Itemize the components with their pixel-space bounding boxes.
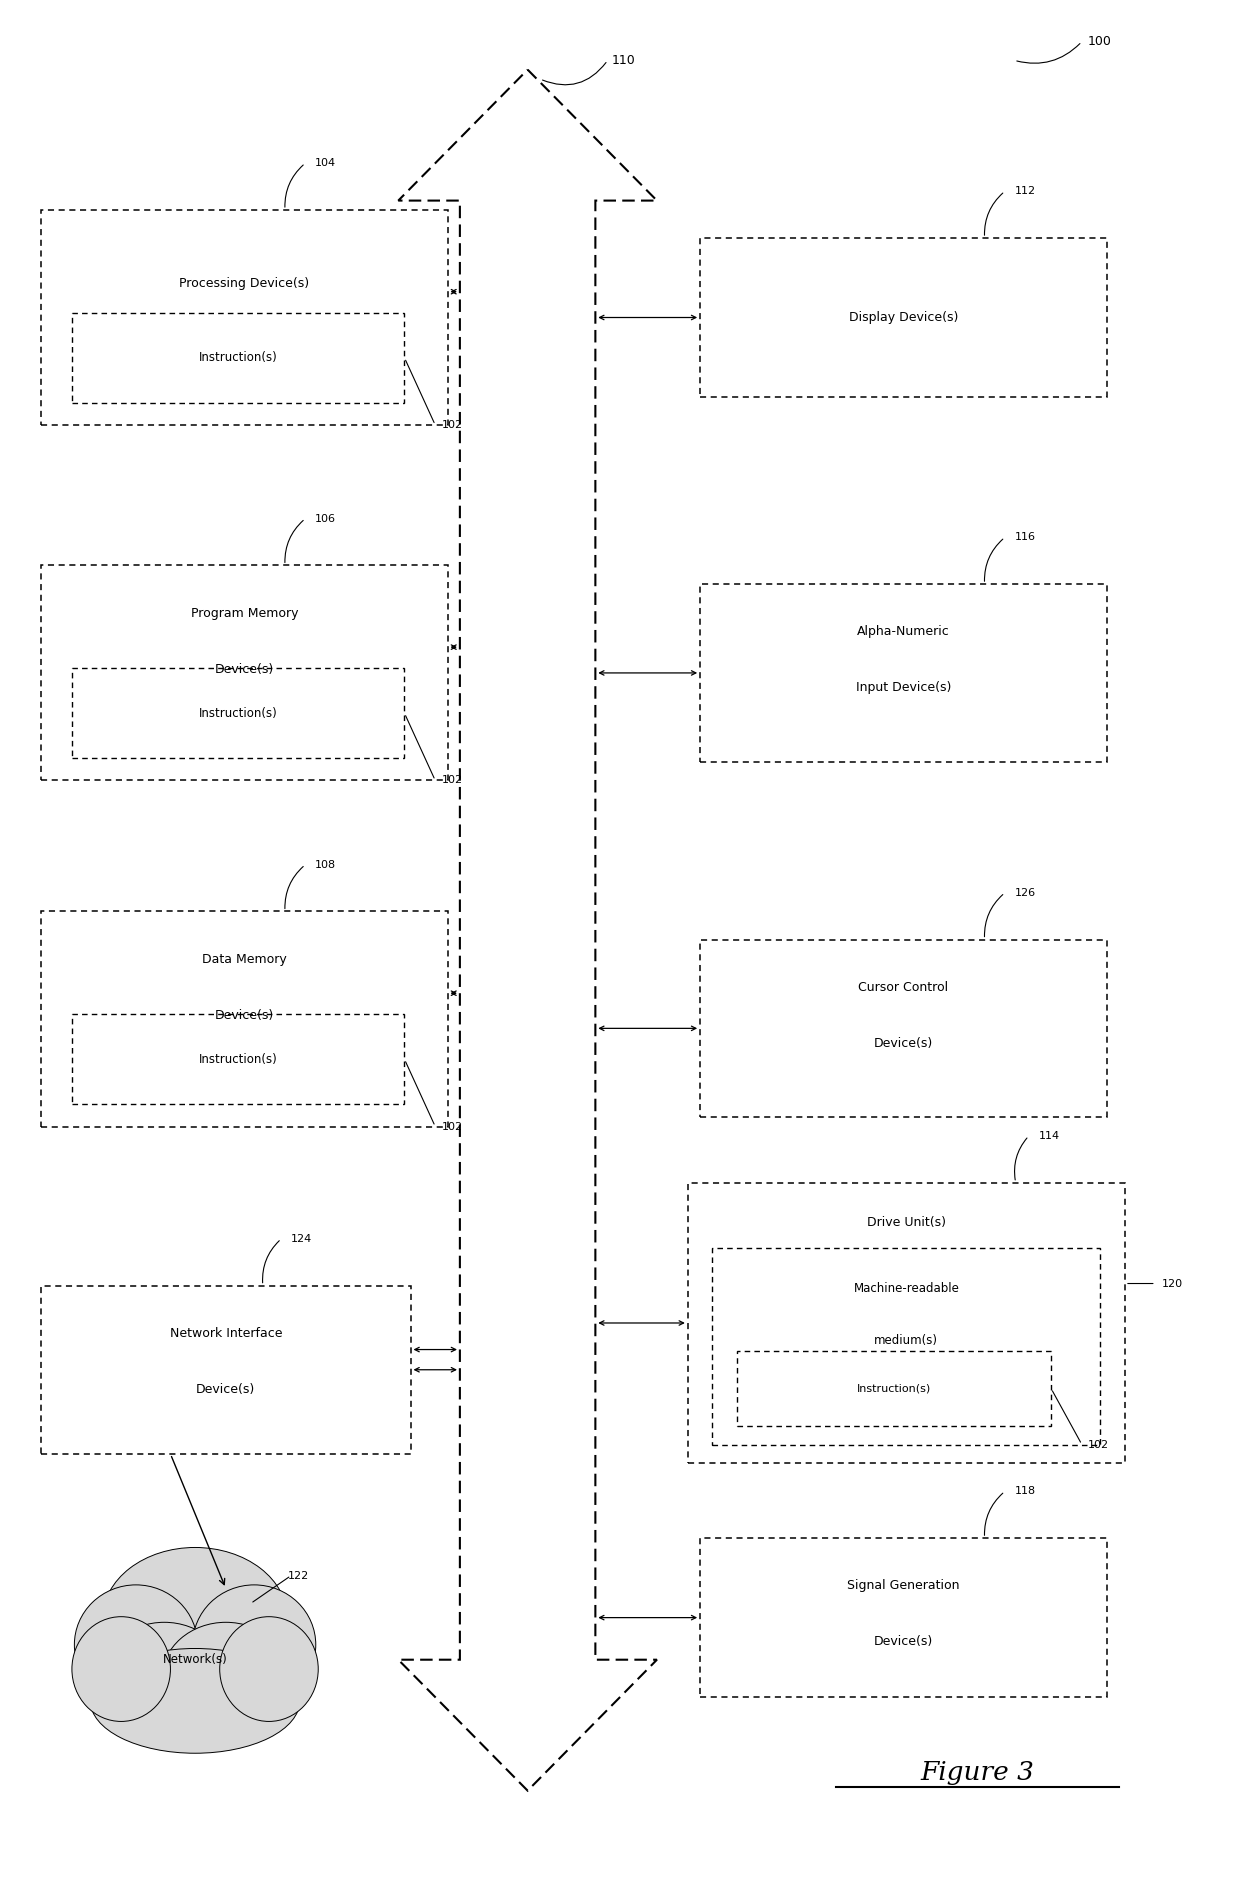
- Text: 126: 126: [1014, 887, 1035, 898]
- Ellipse shape: [161, 1622, 290, 1734]
- Text: Device(s): Device(s): [196, 1383, 255, 1396]
- Text: Data Memory: Data Memory: [202, 953, 286, 966]
- Bar: [712, 1248, 1100, 1445]
- Ellipse shape: [219, 1616, 319, 1721]
- Bar: [688, 1182, 1125, 1464]
- Text: 102: 102: [441, 421, 463, 430]
- Text: Drive Unit(s): Drive Unit(s): [867, 1216, 946, 1229]
- Ellipse shape: [74, 1584, 197, 1704]
- Text: Signal Generation: Signal Generation: [847, 1578, 960, 1592]
- Text: medium(s): medium(s): [874, 1334, 939, 1347]
- Text: Device(s): Device(s): [215, 663, 274, 676]
- Text: Cursor Control: Cursor Control: [858, 981, 949, 994]
- Text: Instruction(s): Instruction(s): [198, 707, 278, 720]
- Bar: [72, 312, 404, 402]
- Bar: [701, 940, 1106, 1118]
- Bar: [41, 1285, 410, 1454]
- Text: Device(s): Device(s): [874, 1037, 932, 1050]
- Text: Alpha-Numeric: Alpha-Numeric: [857, 626, 950, 639]
- Ellipse shape: [103, 1548, 288, 1689]
- Bar: [701, 584, 1106, 761]
- Text: 120: 120: [1162, 1278, 1183, 1289]
- Text: 118: 118: [1014, 1486, 1035, 1496]
- Text: Instruction(s): Instruction(s): [198, 351, 278, 365]
- Bar: [72, 1015, 404, 1105]
- Text: 106: 106: [315, 513, 336, 524]
- Bar: [41, 911, 448, 1127]
- Text: Network Interface: Network Interface: [170, 1327, 283, 1340]
- Text: Device(s): Device(s): [215, 1009, 274, 1022]
- Ellipse shape: [192, 1584, 316, 1704]
- Bar: [41, 210, 448, 425]
- Text: 102: 102: [1087, 1439, 1109, 1449]
- Text: 104: 104: [315, 158, 336, 169]
- Text: Processing Device(s): Processing Device(s): [180, 278, 310, 291]
- Text: 100: 100: [1087, 36, 1112, 49]
- Text: Program Memory: Program Memory: [191, 607, 298, 620]
- Bar: [737, 1351, 1052, 1426]
- Bar: [41, 566, 448, 780]
- Ellipse shape: [100, 1622, 228, 1734]
- Text: 112: 112: [1014, 186, 1035, 195]
- Text: 122: 122: [288, 1571, 309, 1580]
- Text: Input Device(s): Input Device(s): [856, 682, 951, 695]
- Text: Instruction(s): Instruction(s): [857, 1383, 931, 1394]
- Text: 108: 108: [315, 861, 336, 870]
- Text: Figure 3: Figure 3: [920, 1761, 1034, 1785]
- Ellipse shape: [91, 1648, 300, 1753]
- Text: Machine-readable: Machine-readable: [853, 1281, 960, 1295]
- Bar: [701, 239, 1106, 396]
- Text: 102: 102: [441, 776, 463, 785]
- Text: 116: 116: [1014, 532, 1035, 543]
- Text: Device(s): Device(s): [874, 1635, 932, 1648]
- Bar: [72, 669, 404, 757]
- Text: Display Device(s): Display Device(s): [848, 312, 959, 323]
- Text: 102: 102: [441, 1122, 463, 1131]
- Text: Network(s): Network(s): [162, 1654, 227, 1667]
- Ellipse shape: [72, 1616, 170, 1721]
- Text: 110: 110: [611, 54, 635, 68]
- Text: 114: 114: [1039, 1131, 1060, 1141]
- Text: 124: 124: [291, 1235, 312, 1244]
- Bar: [701, 1539, 1106, 1697]
- Text: Instruction(s): Instruction(s): [198, 1052, 278, 1065]
